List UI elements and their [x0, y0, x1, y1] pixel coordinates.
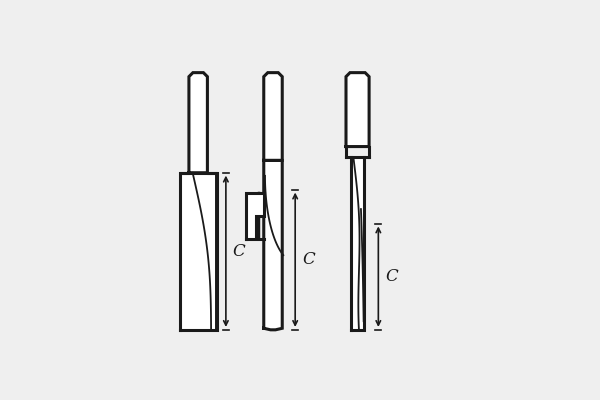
Polygon shape — [264, 73, 282, 160]
Polygon shape — [246, 193, 264, 239]
Text: C: C — [302, 251, 315, 268]
Polygon shape — [179, 173, 217, 330]
Polygon shape — [264, 160, 282, 330]
Polygon shape — [350, 157, 364, 330]
Text: C: C — [233, 243, 245, 260]
Polygon shape — [346, 73, 369, 146]
Polygon shape — [189, 73, 208, 173]
Text: C: C — [385, 268, 398, 285]
